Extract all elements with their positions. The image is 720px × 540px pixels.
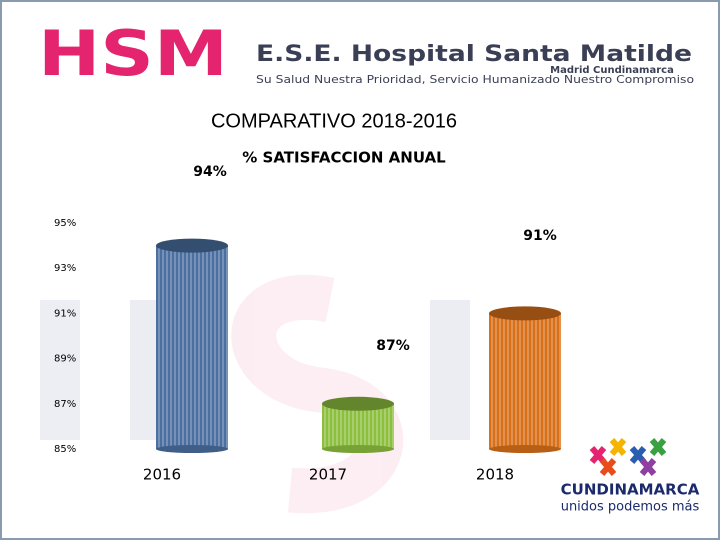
hospital-place: Madrid Cundinamarca	[550, 65, 674, 76]
cundinamarca-logo: CUNDINAMARCA unidos podemos más	[561, 438, 700, 515]
y-tick-label: 91%	[54, 308, 76, 319]
x-tick-label: 2016	[143, 466, 181, 484]
bar-top	[489, 306, 561, 321]
bar-base	[322, 445, 394, 453]
y-tick-label: 87%	[54, 399, 76, 410]
hospital-name: E.S.E. Hospital Santa Matilde	[256, 42, 692, 67]
logo-mark: HSM	[38, 17, 228, 90]
chart-title: % SATISFACCION ANUAL	[242, 149, 446, 167]
bar-base	[156, 445, 228, 453]
y-tick-label: 85%	[54, 444, 76, 455]
value-label: 94%	[193, 164, 227, 180]
bar	[322, 403, 394, 449]
bar-top	[156, 238, 228, 253]
x-tick-label: 2017	[309, 466, 347, 484]
value-label: 91%	[523, 228, 557, 244]
bar-top	[322, 396, 394, 411]
y-tick-label: 93%	[54, 263, 76, 274]
y-tick-label: 89%	[54, 354, 76, 365]
bar	[156, 245, 228, 449]
value-label: 87%	[376, 338, 410, 354]
hospital-slogan: Su Salud Nuestra Prioridad, Servicio Hum…	[256, 73, 694, 86]
bar-base	[489, 445, 561, 453]
footer-logo-slogan: unidos podemos más	[561, 500, 700, 515]
footer-logo-name: CUNDINAMARCA	[561, 481, 700, 499]
slide-title: COMPARATIVO 2018-2016	[211, 110, 457, 132]
y-tick-label: 95%	[54, 218, 76, 229]
x-tick-label: 2018	[476, 466, 514, 484]
bar	[489, 313, 561, 449]
